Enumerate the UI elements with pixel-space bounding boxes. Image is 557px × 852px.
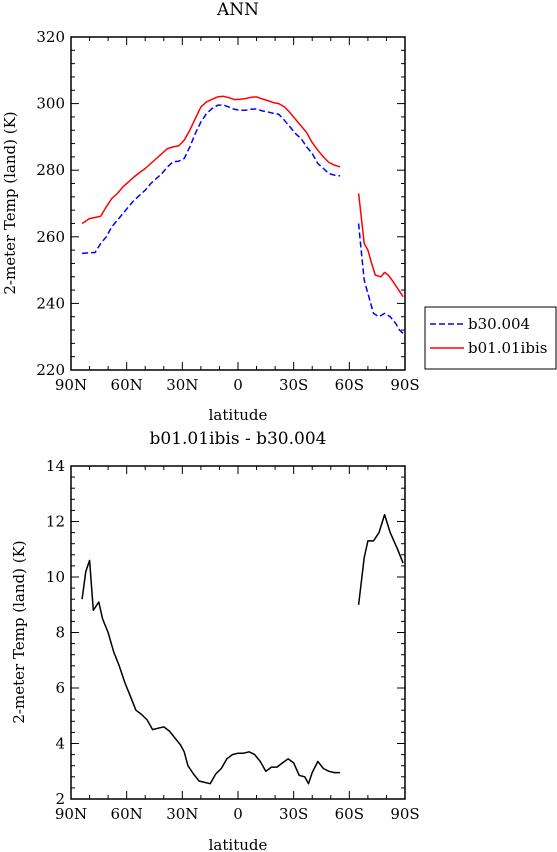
top-y-tick-label: 260: [36, 228, 65, 246]
bottom-chart-xlabel: latitude: [209, 836, 268, 852]
bottom-y-tick-label: 10: [46, 568, 65, 586]
bottom-y-tick-label: 8: [55, 624, 65, 642]
bottom-x-tick-label: 90N: [55, 805, 87, 823]
top-x-tick-label: 30S: [279, 376, 308, 394]
bottom-y-tick-label: 14: [46, 457, 65, 475]
top-x-tick-label: 0: [233, 376, 243, 394]
top-series-b01-01ibis-line-0: [81, 95, 341, 225]
top-series-b30-004-line-1: [357, 223, 404, 334]
bottom-chart-ylabel: 2-meter Temp (land) (K): [10, 540, 28, 723]
top-chart-frame: [70, 36, 406, 371]
bottom-x-tick-label: 30S: [279, 805, 308, 823]
top-y-tick-label: 240: [36, 294, 65, 312]
top-x-tick-label: 90N: [55, 376, 87, 394]
top-y-tick-label: 320: [36, 28, 65, 46]
top-x-tick-label: 30N: [166, 376, 198, 394]
top-series-b01-01ibis-line-1: [357, 193, 404, 298]
bottom-x-tick-label: 60S: [335, 805, 364, 823]
legend-label-b30-004: b30.004: [468, 315, 530, 333]
legend-box: [424, 306, 557, 370]
top-x-tick-label: 60S: [335, 376, 364, 394]
top-series-b30-004-line-0: [82, 104, 341, 255]
bottom-x-tick-label: 0: [233, 805, 243, 823]
bottom-y-tick-label: 4: [55, 735, 65, 753]
bottom-x-tick-label: 60N: [111, 805, 143, 823]
bottom-y-tick-label: 6: [55, 679, 65, 697]
top-x-tick-label: 90S: [390, 376, 419, 394]
top-y-tick-label: 220: [36, 361, 65, 379]
bottom-y-tick-label: 2: [55, 790, 65, 808]
bottom-x-tick-label: 90S: [390, 805, 419, 823]
bottom-y-tick-label: 12: [46, 513, 65, 531]
top-chart-panel: ANN latitude 2-meter Temp (land) (K) 90N…: [1, 0, 557, 424]
top-chart-ylabel: 2-meter Temp (land) (K): [1, 111, 19, 294]
legend-label-b01-01ibis: b01.01ibis: [468, 339, 547, 357]
bottom-chart-panel: b01.01ibis - b30.004 latitude 2-meter Te…: [10, 429, 420, 852]
top-y-tick-label: 280: [36, 161, 65, 179]
bottom-x-tick-label: 30N: [166, 805, 198, 823]
bottom-chart-title: b01.01ibis - b30.004: [150, 429, 327, 449]
top-chart-title: ANN: [216, 0, 259, 20]
top-x-tick-label: 60N: [111, 376, 143, 394]
legend: b30.004 b01.01ibis: [424, 306, 557, 370]
top-chart-xlabel: latitude: [209, 406, 268, 424]
bottom-chart-frame: [70, 465, 406, 800]
bottom-series-difference-line-0: [81, 559, 341, 785]
bottom-series-difference-line-1: [357, 513, 404, 605]
top-y-tick-label: 300: [36, 95, 65, 113]
